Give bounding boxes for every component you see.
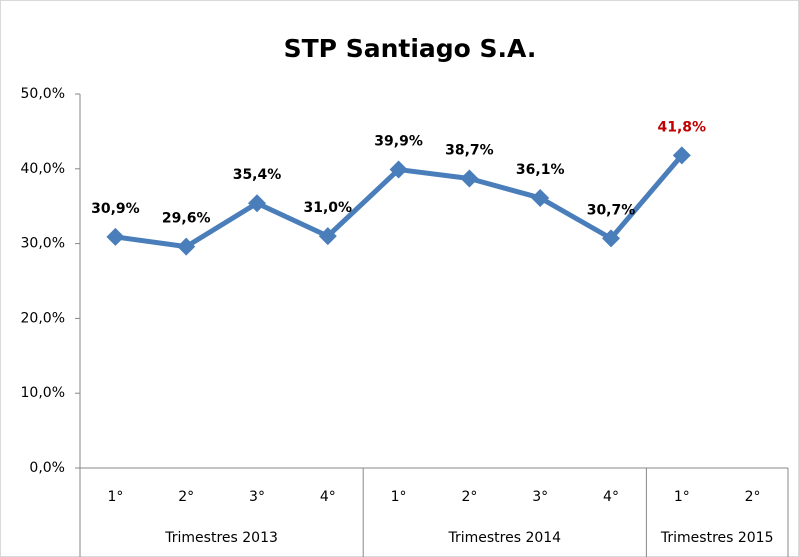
value-label: 39,9% [374, 134, 423, 150]
marker [531, 188, 550, 207]
x-tick-label: 3° [249, 489, 265, 505]
x-tick-label: 2° [461, 489, 477, 505]
marker [106, 227, 125, 246]
value-label: 36,1% [516, 162, 565, 178]
marker [177, 237, 196, 256]
y-tick-label: 0,0% [29, 460, 65, 476]
value-label: 38,7% [445, 143, 494, 159]
group-label: Trimestres 2014 [447, 530, 561, 546]
value-label: 31,0% [304, 200, 353, 216]
group-label: Trimestres 2015 [660, 530, 774, 546]
value-label: 41,8% [658, 119, 707, 135]
x-tick-label: 1° [674, 489, 690, 505]
marker [248, 194, 266, 213]
marker [389, 160, 408, 179]
y-tick-label: 30,0% [21, 236, 65, 252]
y-tick-label: 10,0% [21, 385, 65, 401]
marker [672, 146, 691, 165]
value-label: 30,7% [587, 202, 636, 218]
x-tick-label: 2° [745, 489, 761, 505]
group-label: Trimestres 2013 [164, 530, 278, 546]
x-tick-label: 4° [603, 489, 619, 505]
chart-title: STP Santiago S.A. [284, 34, 537, 63]
y-tick-label: 50,0% [21, 86, 65, 102]
y-tick-label: 20,0% [21, 310, 65, 326]
marker [602, 229, 620, 248]
x-tick-label: 3° [532, 489, 548, 505]
x-tick-label: 2° [178, 489, 194, 505]
value-label: 35,4% [233, 167, 282, 183]
y-tick-label: 40,0% [21, 161, 65, 177]
marker [318, 227, 337, 246]
value-label: 29,6% [162, 211, 211, 227]
marker [460, 169, 479, 188]
x-tick-label: 4° [320, 489, 336, 505]
value-label: 30,9% [91, 201, 140, 217]
x-tick-label: 1° [391, 489, 407, 505]
x-tick-label: 1° [107, 489, 123, 505]
